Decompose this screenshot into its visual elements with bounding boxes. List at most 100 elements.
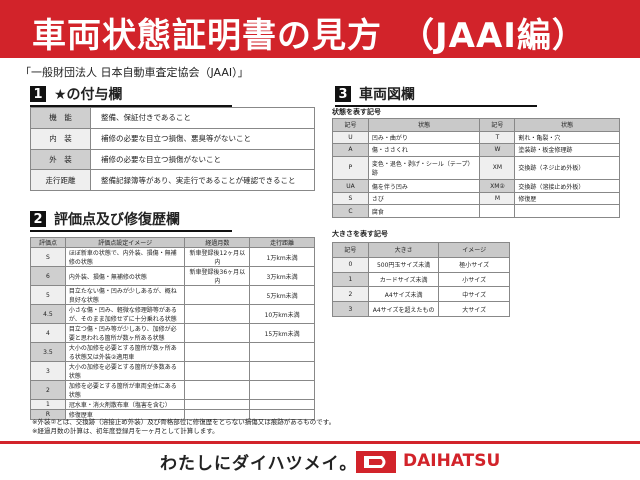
table-cell: C: [332, 204, 369, 218]
section-number: 3: [335, 86, 351, 102]
table-cell: 6: [30, 266, 66, 286]
table-row: P 変色・退色・剥げ・シール（テープ）跡 XM 交換跡（ネジ止め外板）: [332, 155, 620, 181]
column-header: 記号: [332, 242, 369, 258]
row-text: 整備、保証付きであること: [90, 107, 315, 129]
table-row: UA 傷を伴う凹み XM② 交換跡（溶接止め外板）: [332, 179, 620, 193]
table-row: 4.5 小さな傷・凹み、軽微な修理跡等があるが、そのまま加修せずに十分乗れる状態 1…: [30, 304, 315, 324]
table-row: 4 目立つ傷・凹み等が少しあり、加修が必要と思われる箇所が数ヶ所ある状態 15万km…: [30, 323, 315, 343]
table-cell: 腐食: [367, 204, 481, 218]
table-cell: 3.5: [30, 342, 66, 362]
table-row: R 修復歴車: [30, 409, 315, 420]
table-cell: 極小サイズ: [438, 256, 510, 273]
table-row: C 腐食: [332, 204, 620, 218]
table-cell: 小サイズ: [438, 271, 510, 288]
table-row: 3.5 大小の加修を必要とする箇所が数ヶ所ある状態又は外装②適用車: [30, 342, 315, 362]
column-header: 記号: [332, 118, 369, 132]
table-row: 走行距離 整備記録簿等があり、実走行であることが確認できること: [30, 169, 315, 191]
table-cell: 5万km未満: [249, 285, 315, 305]
table-cell: 3: [30, 361, 66, 381]
table-cell: 割れ・亀裂・穴: [514, 130, 620, 145]
column-header: 記号: [479, 118, 516, 132]
table-cell: 新車登録後36ヶ月以内: [184, 266, 251, 286]
table-row: 1 カードサイズ未満 小サイズ: [332, 271, 510, 288]
note: ※経過月数の計算は、初年度登録月を一ヶ月として計算します。: [32, 427, 219, 435]
star-table: 機 能整備、保証付きであること内 装補修の必要な目立つ損傷、悪臭等がないこと外 …: [30, 107, 315, 191]
table-cell: T: [479, 130, 516, 145]
slogan-logo: わたしにダイハツメイ。: [160, 454, 358, 474]
table-cell: [184, 361, 251, 381]
header-row: 記号 状態 記号 状態: [332, 118, 620, 132]
table-row: 3 大小の加修を必要とする箇所が多数ある状態: [30, 361, 315, 381]
table-cell: 交換跡（ネジ止め外板）: [514, 155, 620, 181]
column-header: 経過月数: [184, 237, 251, 248]
grade-table: 評価点 評価点設定イメージ 経過月数 走行距離 S ほぼ新車の状態で、内外装、損傷・無補修…: [30, 237, 315, 420]
table-cell: [249, 342, 315, 362]
table-row: 6 内外装、損傷・無補修の状態 新車登録後36ヶ月以内 3万km未満: [30, 266, 315, 286]
table-cell: 傷・ささくれ: [367, 143, 481, 157]
table-cell: 小さな傷・凹み、軽微な修理跡等があるが、そのまま加修せずに十分乗れる状態: [64, 304, 186, 324]
table-row: 2 A4サイズ未満 中サイズ: [332, 286, 510, 303]
table-row: 外 装補修の必要な目立つ損傷がないこと: [30, 148, 315, 171]
section-title: ★の付与欄: [54, 87, 123, 103]
table-cell: 目立つ傷・凹み等が少しあり、加修が必要と思われる箇所が数ヶ所ある状態: [64, 323, 186, 343]
table-cell: A: [332, 143, 369, 157]
table-row: S ほぼ新車の状態で、内外装、損傷・無補修の状態 新車登録後12ヶ月以内 1万km未満: [30, 247, 315, 267]
table-cell: XM: [479, 155, 516, 181]
table-cell: 4: [30, 323, 66, 343]
table-row: 2 加修を必要とする箇所が車両全体にある状態: [30, 380, 315, 400]
table-cell: [184, 304, 251, 324]
table-cell: さび: [367, 191, 481, 206]
row-text: 補修の必要な目立つ損傷がないこと: [90, 148, 315, 171]
table-cell: W: [479, 143, 516, 157]
row-label: 機 能: [30, 107, 91, 129]
table-cell: 冠水車・消火剤散布車（塩害を含む）: [64, 399, 186, 410]
column-header: 状態: [367, 118, 481, 132]
table-row: 機 能整備、保証付きであること: [30, 107, 315, 129]
table-cell: 中サイズ: [438, 286, 510, 303]
table-cell: [184, 399, 251, 410]
table-cell: [514, 204, 620, 218]
table-row: 1 冠水車・消火剤散布車（塩害を含む）: [30, 399, 315, 410]
table-cell: [249, 409, 315, 420]
table-cell: [479, 204, 516, 218]
row-label: 外 装: [30, 148, 91, 171]
section-title: 車両図欄: [359, 87, 415, 103]
table-cell: 15万km未満: [249, 323, 315, 343]
section1-heading: 1 ★の付与欄: [30, 84, 232, 107]
table-cell: [184, 323, 251, 343]
column-header: 評価点: [30, 237, 66, 248]
table-cell: 大サイズ: [438, 301, 510, 317]
table-cell: 修復歴: [514, 191, 620, 206]
table-cell: 2: [30, 380, 66, 400]
table-cell: R: [30, 409, 66, 420]
table-cell: [184, 285, 251, 305]
table-cell: 1: [332, 271, 369, 288]
row-text: 補修の必要な目立つ損傷、悪臭等がないこと: [90, 127, 315, 150]
table-cell: 新車登録後12ヶ月以内: [184, 247, 251, 267]
table-cell: [249, 380, 315, 400]
table-cell: 0: [332, 256, 369, 273]
section3-heading: 3 車両図欄: [335, 84, 537, 107]
table-cell: P: [332, 155, 369, 181]
table-row: 0 500円玉サイズ未満 極小サイズ: [332, 256, 510, 273]
note: ※外装②とは、交換跡（溶接止め外装）及び骨格部位に修復歴をとらない損傷又は痕跡が…: [32, 418, 336, 426]
table-cell: A4サイズを超えたもの: [367, 301, 440, 317]
header-row: 記号 大きさ イメージ: [332, 242, 510, 258]
daihatsu-emblem-icon: [356, 451, 396, 473]
column-header: 大きさ: [367, 242, 440, 258]
row-label: 内 装: [30, 127, 91, 150]
table-cell: [249, 399, 315, 410]
section-title: 評価点及び修復歴欄: [54, 212, 180, 228]
column-header: 走行距離: [249, 237, 315, 248]
header-row: 評価点 評価点設定イメージ 経過月数 走行距離: [30, 237, 315, 248]
table-cell: 加修を必要とする箇所が車両全体にある状態: [64, 380, 186, 400]
table-row: U 凹み・曲がり T 割れ・亀裂・穴: [332, 130, 620, 145]
column-header: 評価点設定イメージ: [64, 237, 186, 248]
table-cell: [184, 342, 251, 362]
row-label: 走行距離: [30, 169, 91, 191]
row-text: 整備記録簿等があり、実走行であることが確認できること: [90, 169, 315, 191]
table-cell: U: [332, 130, 369, 145]
table-cell: A4サイズ未満: [367, 286, 440, 303]
section-number: 1: [30, 86, 46, 102]
brand-logo: DAIHATSU: [403, 451, 501, 471]
